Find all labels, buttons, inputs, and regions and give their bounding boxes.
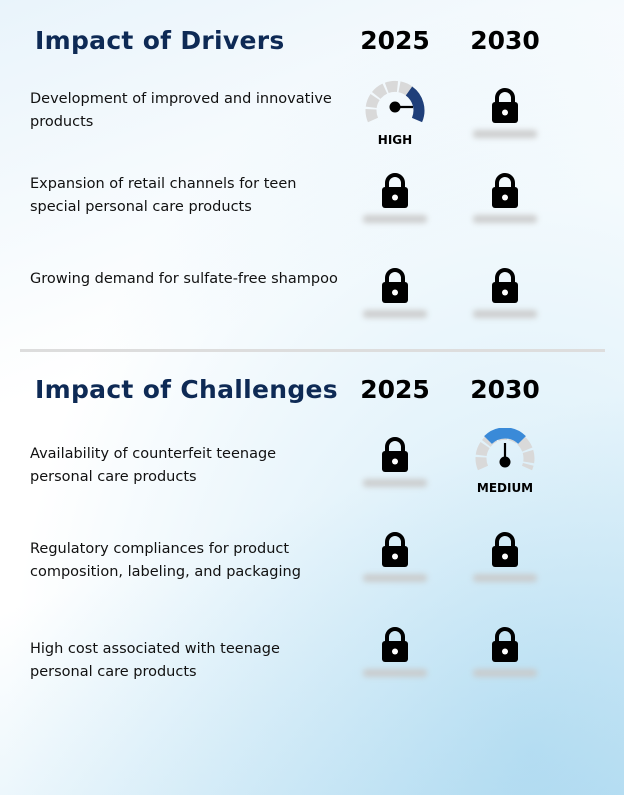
lock-icon	[382, 627, 408, 662]
challenge-gauge-2030: MEDIUM	[450, 428, 560, 495]
blurred-value	[473, 130, 537, 138]
lock-icon	[492, 627, 518, 662]
driver-lock-2030	[450, 88, 560, 138]
driver-label: Growing demand for sulfate-free shampoo	[30, 271, 338, 287]
lock-icon	[492, 268, 518, 303]
driver-lock-2030	[450, 173, 560, 223]
lock-icon	[382, 173, 408, 208]
driver-gauge-2025: HIGH	[340, 80, 450, 147]
gauge-level-label: MEDIUM	[476, 481, 534, 495]
blurred-value	[473, 669, 537, 677]
challenge-lock-2030	[450, 532, 560, 582]
challenge-label: Availability of counterfeit teenage pers…	[30, 446, 277, 485]
challenge-label: High cost associated with teenage person…	[30, 641, 280, 680]
challenges-year-2030: 2030	[470, 375, 540, 404]
driver-lock-2030	[450, 268, 560, 318]
blurred-value	[363, 310, 427, 318]
drivers-year-2030: 2030	[470, 26, 540, 55]
blurred-value	[363, 479, 427, 487]
lock-icon	[382, 437, 408, 472]
blurred-value	[473, 310, 537, 318]
challenge-label: Regulatory compliances for product compo…	[30, 541, 301, 580]
lock-icon	[492, 532, 518, 567]
challenge-lock-2025	[340, 437, 450, 487]
driver-lock-2025	[340, 173, 450, 223]
challenge-lock-2025	[340, 627, 450, 677]
challenges-year-2025: 2025	[360, 375, 430, 404]
drivers-year-2025: 2025	[360, 26, 430, 55]
challenge-lock-2030	[450, 627, 560, 677]
gauge-level-label: HIGH	[377, 133, 413, 147]
driver-label: Expansion of retail channels for teen sp…	[30, 176, 297, 215]
gauge-icon	[365, 80, 425, 123]
lock-icon	[382, 532, 408, 567]
gauge-icon	[475, 428, 535, 471]
section-divider	[20, 349, 605, 352]
drivers-title: Impact of Drivers	[35, 26, 285, 55]
driver-label: Development of improved and innovative p…	[30, 91, 332, 130]
blurred-value	[473, 215, 537, 223]
blurred-value	[473, 574, 537, 582]
challenge-lock-2025	[340, 532, 450, 582]
blurred-value	[363, 669, 427, 677]
lock-icon	[492, 88, 518, 123]
blurred-value	[363, 215, 427, 223]
blurred-value	[363, 574, 427, 582]
lock-icon	[382, 268, 408, 303]
driver-lock-2025	[340, 268, 450, 318]
challenges-title: Impact of Challenges	[35, 375, 338, 404]
lock-icon	[492, 173, 518, 208]
